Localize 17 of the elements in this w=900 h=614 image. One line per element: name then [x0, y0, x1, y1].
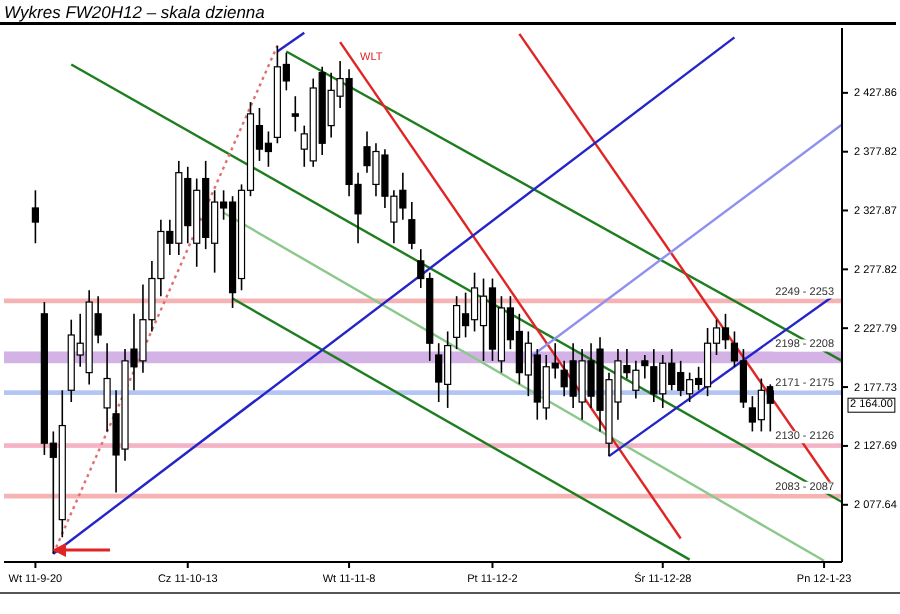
- candlestick: [650, 348, 658, 403]
- candlestick: [479, 277, 488, 362]
- candlestick: [103, 342, 111, 433]
- candlestick: [721, 313, 730, 350]
- candlestick: [453, 295, 461, 350]
- candlestick: [435, 342, 443, 403]
- candlestick: [641, 354, 649, 380]
- candlestick: [470, 271, 479, 333]
- chart-title: Wykres FW20H12 – skala dzienna: [4, 2, 266, 22]
- candlestick: [766, 383, 774, 433]
- candlestick: [461, 291, 470, 339]
- candlestick: [408, 201, 416, 250]
- candlestick: [703, 327, 712, 397]
- candlestick: [291, 95, 299, 133]
- candlestick: [264, 130, 273, 168]
- candlestick: [31, 189, 39, 245]
- candlestick: [739, 348, 748, 409]
